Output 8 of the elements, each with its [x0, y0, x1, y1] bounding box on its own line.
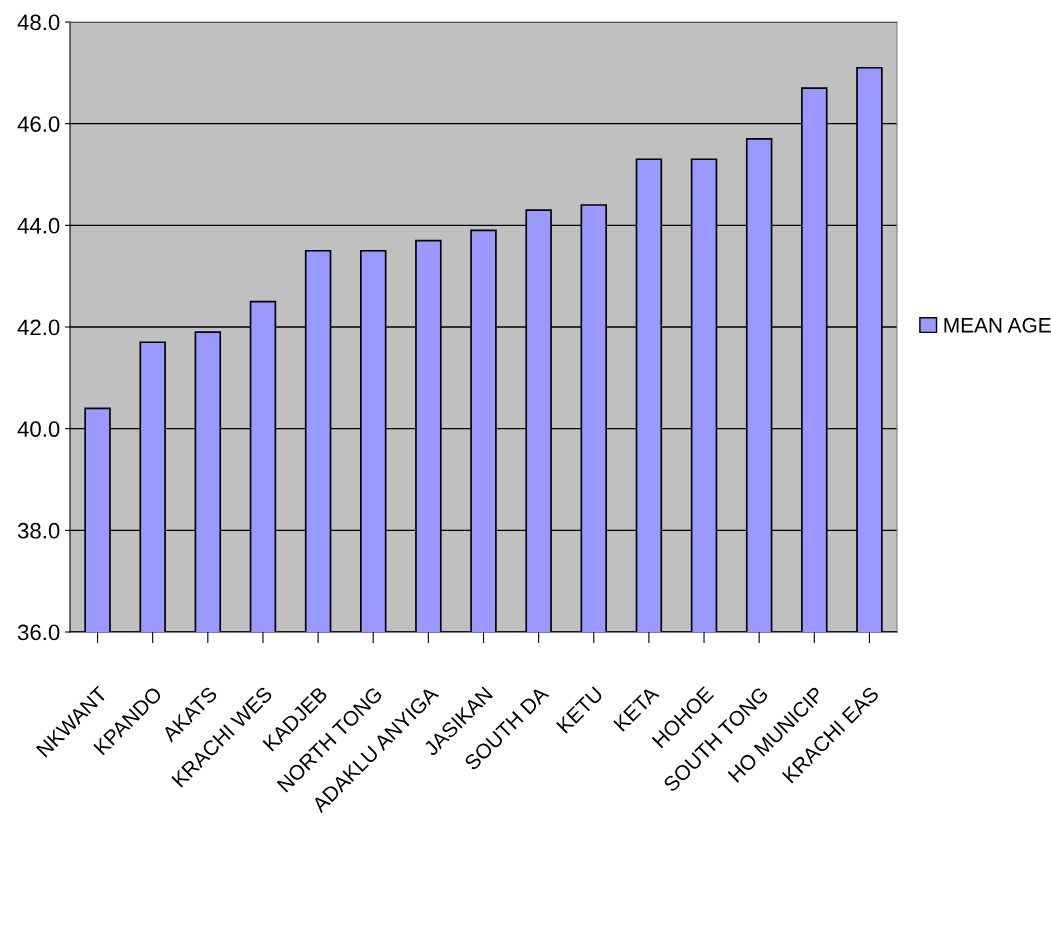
- y-tick-label: 48.0: [17, 14, 60, 31]
- legend-label: MEAN AGE: [944, 317, 1051, 333]
- y-tick-label: 36.0: [17, 624, 60, 641]
- y-tick-label: 46.0: [17, 116, 60, 132]
- y-tick-label: 42.0: [17, 319, 60, 336]
- y-tick-label: 40.0: [17, 421, 60, 437]
- y-tick-label: 38.0: [17, 522, 60, 539]
- y-tick-label: 44.0: [17, 217, 60, 234]
